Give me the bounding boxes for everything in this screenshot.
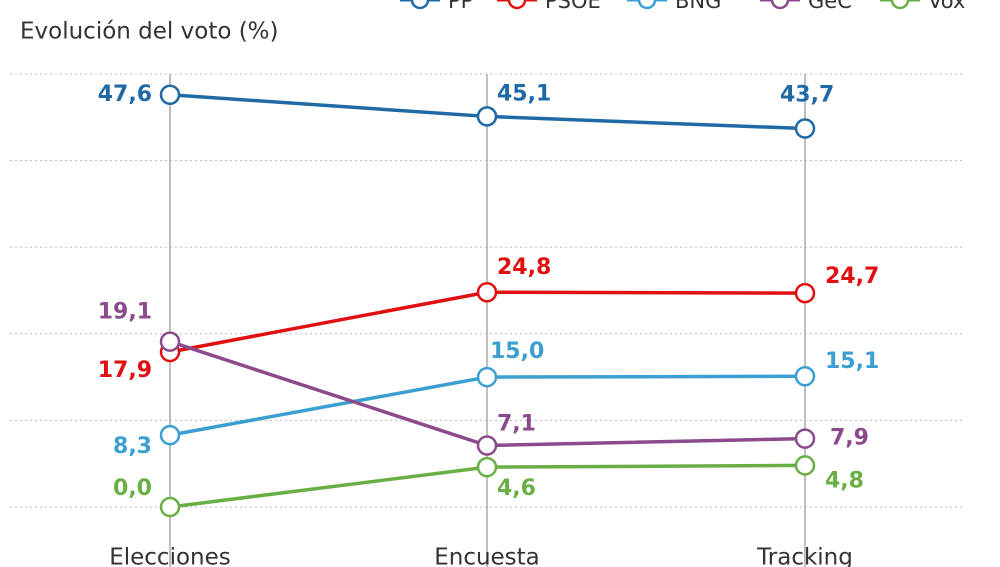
point [794,118,816,139]
data-label: 24,8 [497,255,551,280]
point [794,428,816,449]
legend-marker [507,0,527,10]
point [159,424,181,446]
point [794,365,816,387]
data-label: 24,7 [825,264,879,289]
legend-label: PSOE [545,0,601,13]
legend-marker [770,0,790,10]
legend-label: Vox [928,0,965,13]
data-label: 7,1 [497,412,536,437]
legend-marker [890,0,910,10]
legend-marker [410,0,430,10]
point [794,282,816,304]
data-label: 45,1 [497,81,551,106]
data-label: 19,1 [98,300,152,325]
data-label: 4,6 [497,476,536,501]
legend-label: BNG [675,0,721,13]
x-tick-label: Encuesta [434,545,540,567]
data-label: 0,0 [113,476,152,501]
data-label: 7,9 [830,426,869,451]
data-label: 8,3 [113,434,152,459]
data-label: 47,6 [98,82,152,107]
point [476,435,498,456]
point [159,84,181,106]
data-label: 15,1 [825,349,879,374]
point [476,106,498,127]
data-label: 4,8 [825,468,864,493]
x-tick-label: Elecciones [109,545,231,567]
data-label: 15,0 [490,339,544,364]
x-tick-label: Tracking [756,545,853,567]
data-label: 17,9 [98,358,152,383]
point [476,281,498,303]
legend-marker [637,0,657,10]
point [159,496,181,518]
legend-label: PP [448,0,473,13]
data-label: 43,7 [780,83,834,108]
chart-title: Evolución del voto (%) [20,19,279,45]
point [159,331,181,352]
point [794,455,816,476]
legend-label: GeC [808,0,852,13]
point [476,366,498,388]
point [476,456,498,478]
